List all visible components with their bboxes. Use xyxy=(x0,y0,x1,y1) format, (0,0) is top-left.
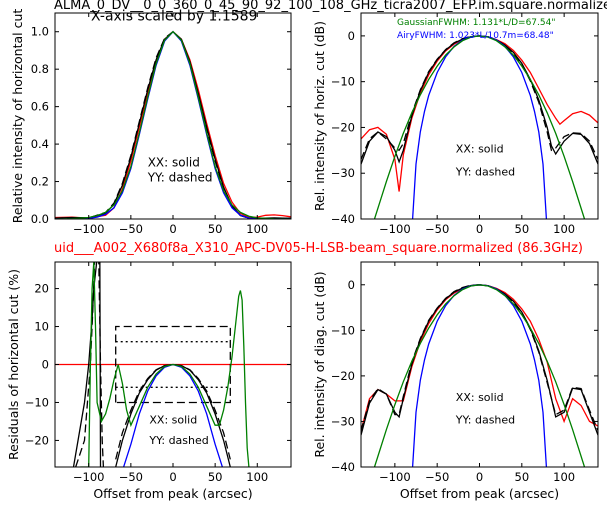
x-tick-label: 50 xyxy=(208,222,223,236)
y-tick-label: −10 xyxy=(331,75,355,89)
annotation-text: XX: solid xyxy=(148,156,200,170)
series-line-red-solid xyxy=(361,284,598,431)
y-tick-label: 0.6 xyxy=(31,100,49,114)
annotation-text: XX: solid xyxy=(149,413,197,426)
plot-frame xyxy=(360,261,599,468)
x-tick-label: −50 xyxy=(425,222,449,236)
y-axis-label: Relative intensity of horizontal cut xyxy=(10,9,25,224)
plot-frame xyxy=(360,12,599,220)
series-line-blue-solid xyxy=(411,35,548,219)
annotation-text: XX: solid xyxy=(456,143,504,156)
x-axis-label: Offset from peak (arcsec) xyxy=(400,486,559,501)
series-line-blue-solid xyxy=(411,284,548,467)
y-tick-label: 10 xyxy=(34,320,49,334)
chart-panel-tl: −100 −50 0 50 100 0.0 0.2 0.4 0.6 0.8 1.0 Relative … xyxy=(10,8,292,236)
legend-entry: GaussianFWHM: 1.131*L/D=67.54" xyxy=(397,18,555,28)
annotation-text: YY: dashed xyxy=(148,434,208,447)
series-line-green-solid xyxy=(55,30,291,219)
x-tick-label: −100 xyxy=(73,222,105,236)
series-line-black-solid xyxy=(55,30,291,219)
y-tick-label: −20 xyxy=(25,433,49,447)
annotation-text: X-axis scaled by 1.1589 xyxy=(91,8,257,24)
series-line-green-solid xyxy=(80,262,250,467)
series-line-black-dashed xyxy=(115,325,231,404)
annotation-text: YY: dashed xyxy=(455,166,515,179)
y-tick-label: −40 xyxy=(331,212,355,226)
annotation-text: XX: solid xyxy=(456,391,504,404)
y-tick-label: 1.0 xyxy=(31,25,49,39)
x-tick-label: −50 xyxy=(425,470,449,484)
y-tick-label: −30 xyxy=(331,414,355,428)
y-tick-label: −10 xyxy=(25,395,49,409)
series-line-black-dashed xyxy=(361,35,598,160)
x-tick-label: 50 xyxy=(515,222,530,236)
x-tick-label: 100 xyxy=(246,470,268,484)
x-tick-label: 0 xyxy=(476,222,483,236)
x-tick-label: −100 xyxy=(379,222,411,236)
y-tick-label: 0 xyxy=(42,358,49,372)
panels: −100 −50 0 50 1000.00.20.40.60.81.0Relative … xyxy=(6,8,599,501)
series-group xyxy=(55,262,291,467)
series-line-black-dashed xyxy=(361,284,598,431)
x-tick-label: −100 xyxy=(379,470,411,484)
series-line-black-dashed xyxy=(74,262,105,467)
series-group xyxy=(361,35,598,219)
y-tick-label: 0.0 xyxy=(31,212,49,226)
series-line-black-solid xyxy=(361,284,598,436)
x-tick-label: 50 xyxy=(515,470,530,484)
y-axis-label: Rel. intensity of diag. cut (dB) xyxy=(312,271,327,457)
series-group xyxy=(55,30,291,219)
y-tick-label: −40 xyxy=(331,460,355,474)
x-tick-label: −50 xyxy=(119,470,143,484)
x-tick-label: 0 xyxy=(169,222,176,236)
figure-title-top: ALMA_0_DV__0_0_360_0_45_90_92_100_108_GH… xyxy=(54,0,607,13)
y-tick-label: 20 xyxy=(34,282,49,296)
x-tick-label: −50 xyxy=(119,222,143,236)
y-tick-label: 0 xyxy=(348,29,355,43)
series-line-black-dashed xyxy=(55,30,291,219)
annotation-text: YY: dashed xyxy=(455,414,515,427)
y-axis-label: Rel. intensity of horiz. cut (dB) xyxy=(312,21,327,211)
series-line-black-solid xyxy=(72,262,102,467)
y-axis-label: Residuals of horizontal cut (%) xyxy=(6,269,21,460)
x-tick-label: 100 xyxy=(246,222,268,236)
x-tick-label: 100 xyxy=(553,470,575,484)
y-tick-label: 0 xyxy=(348,278,355,292)
x-tick-label: −100 xyxy=(73,470,105,484)
x-axis-label: Offset from peak (arcsec) xyxy=(93,486,252,501)
y-tick-label: −20 xyxy=(331,120,355,134)
y-tick-label: 0.4 xyxy=(31,137,49,151)
series-line-blue-solid xyxy=(55,30,291,219)
x-tick-label: 100 xyxy=(553,222,575,236)
figure-title-middle: uid___A002_X680f8a_X310_APC-DV05-H-LSB-b… xyxy=(54,241,583,256)
y-tick-label: −20 xyxy=(331,369,355,383)
x-tick-label: 0 xyxy=(476,470,483,484)
x-tick-label: 50 xyxy=(208,470,223,484)
y-tick-label: −30 xyxy=(331,166,355,180)
annotation-text: YY: dashed xyxy=(147,171,213,185)
legend-entry: AiryFWHM: 1.023*L/10.7m=68.48" xyxy=(397,31,554,41)
series-line-green-solid xyxy=(373,35,586,219)
y-tick-label: 0.2 xyxy=(31,175,49,189)
series-line-red-solid xyxy=(55,30,291,219)
series-line-green-solid xyxy=(373,284,586,467)
y-tick-label: 0.8 xyxy=(31,62,49,76)
series-group xyxy=(361,284,598,467)
plot-frame xyxy=(54,12,292,220)
x-tick-label: 0 xyxy=(169,470,176,484)
y-tick-label: −10 xyxy=(331,323,355,337)
